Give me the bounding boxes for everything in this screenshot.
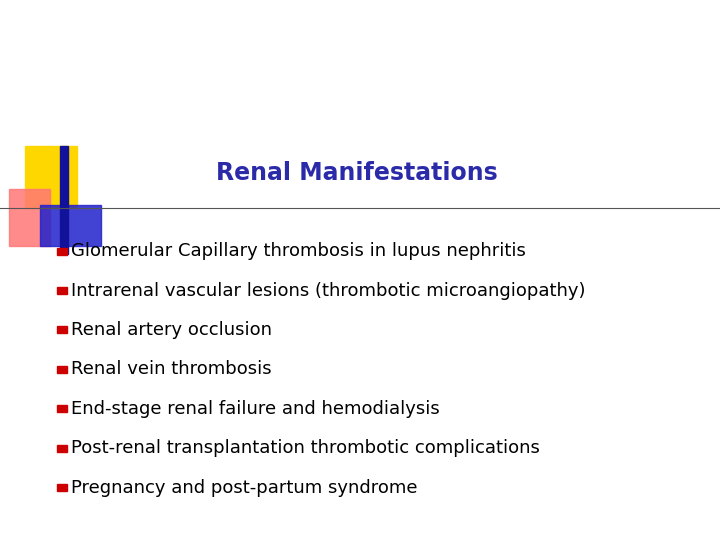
Bar: [57, 326, 66, 333]
Text: End-stage renal failure and hemodialysis: End-stage renal failure and hemodialysis: [71, 400, 439, 418]
Bar: [25, 146, 77, 208]
Bar: [60, 146, 68, 254]
Text: Renal vein thrombosis: Renal vein thrombosis: [71, 360, 271, 379]
Bar: [57, 287, 66, 294]
Text: Post-renal transplantation thrombotic complications: Post-renal transplantation thrombotic co…: [71, 439, 539, 457]
Text: Pregnancy and post-partum syndrome: Pregnancy and post-partum syndrome: [71, 478, 417, 497]
Bar: [9, 189, 50, 246]
Text: Renal artery occlusion: Renal artery occlusion: [71, 321, 271, 339]
Bar: [40, 205, 101, 246]
Bar: [57, 366, 66, 373]
Bar: [57, 405, 66, 413]
Text: Renal Manifestations: Renal Manifestations: [216, 161, 498, 185]
Bar: [57, 484, 66, 491]
Text: Glomerular Capillary thrombosis in lupus nephritis: Glomerular Capillary thrombosis in lupus…: [71, 242, 526, 260]
Bar: [57, 444, 66, 451]
Bar: [57, 247, 66, 254]
Text: Intrarenal vascular lesions (thrombotic microangiopathy): Intrarenal vascular lesions (thrombotic …: [71, 281, 585, 300]
